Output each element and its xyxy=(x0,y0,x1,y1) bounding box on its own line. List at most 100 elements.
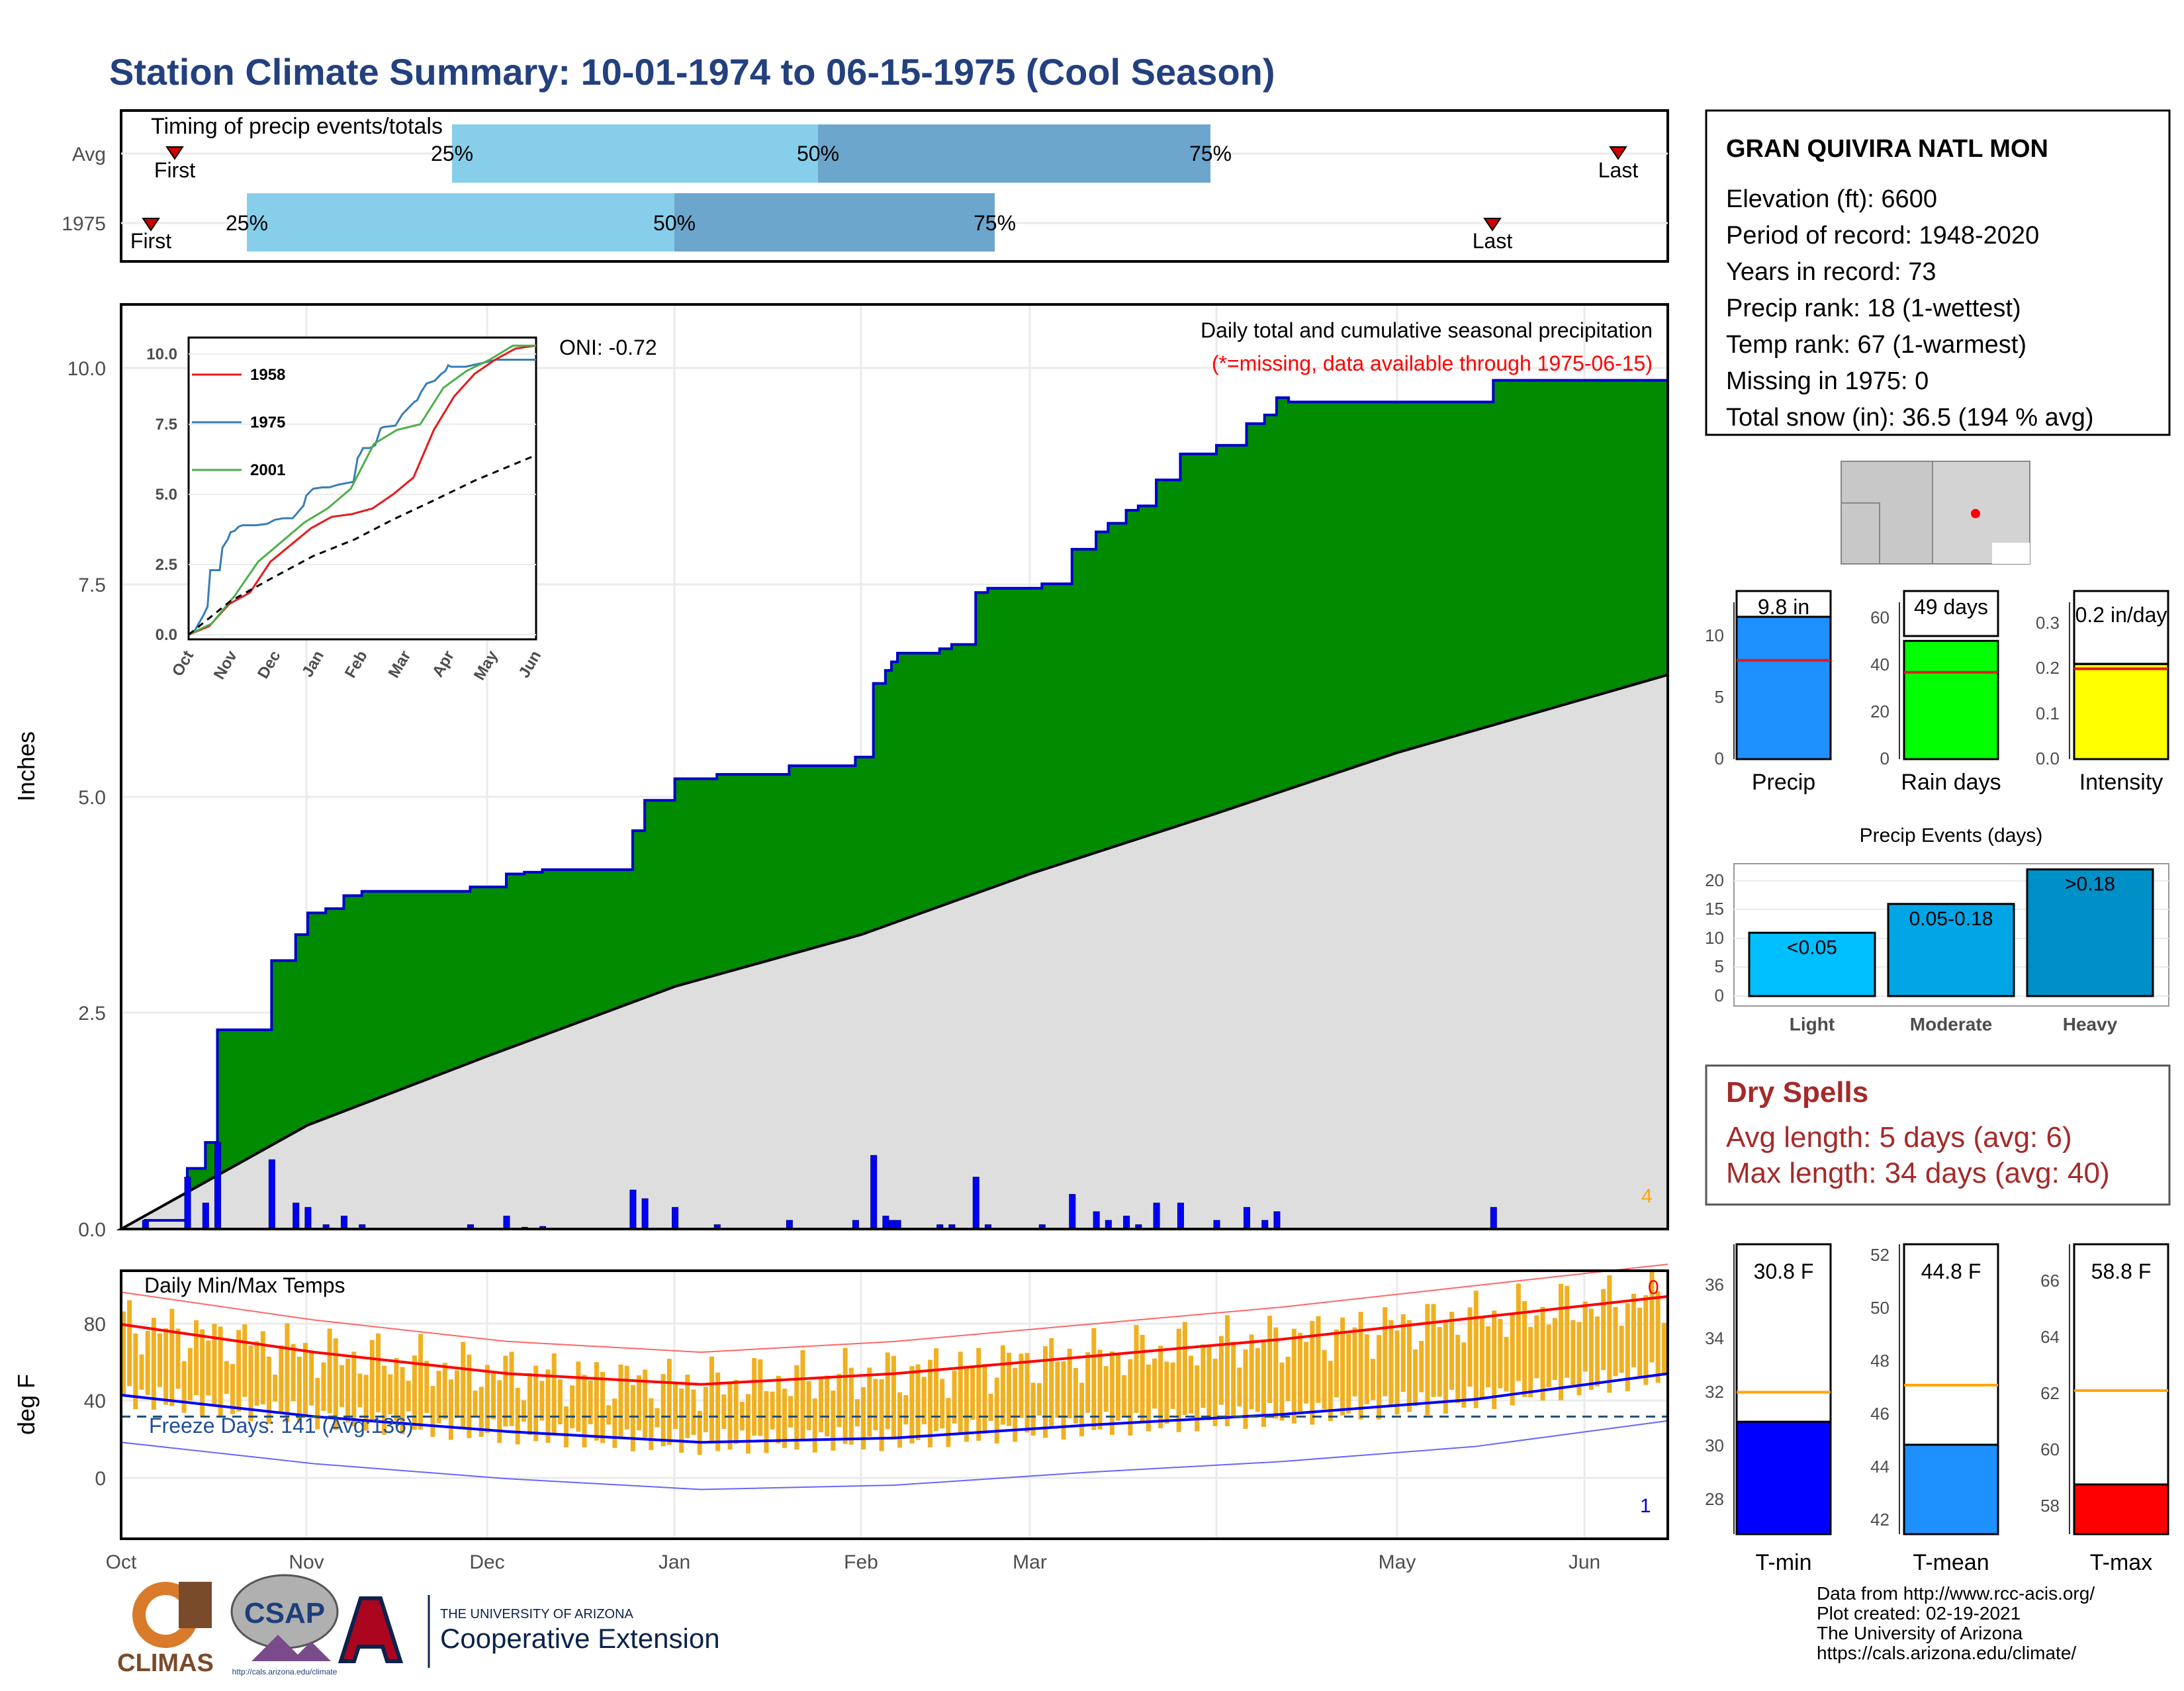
daily-temp-bar xyxy=(515,1387,520,1445)
daily-precip-bar xyxy=(882,1215,889,1230)
above-average-area xyxy=(121,380,1668,1230)
tbar-ytick: 46 xyxy=(1870,1404,1889,1424)
events-bar-label: <0.05 xyxy=(1787,937,1837,958)
daily-temp-bar xyxy=(879,1379,884,1451)
daily-temp-bar xyxy=(1049,1338,1054,1427)
daily-temp-bar xyxy=(1486,1326,1491,1388)
daily-temp-bar xyxy=(1218,1336,1224,1405)
daily-temp-bar xyxy=(831,1391,836,1451)
daily-temp-bar xyxy=(873,1379,878,1431)
inset-1958-line xyxy=(188,344,537,636)
daily-temp-bar xyxy=(1261,1342,1266,1428)
daily-temp-bar xyxy=(1473,1291,1479,1408)
station-info: GRAN QUIVIRA NATL MON Elevation (ft): 66… xyxy=(1705,109,2171,436)
daily-temp-bar xyxy=(375,1333,381,1412)
station-name: GRAN QUIVIRA NATL MON xyxy=(1726,135,2048,163)
events-xtick: Heavy xyxy=(2063,1014,2118,1034)
mini-ytick: 0 xyxy=(1880,749,1889,768)
daily-temp-bar xyxy=(1201,1344,1206,1408)
daily-temp-bar xyxy=(934,1348,939,1432)
daily-temp-bar xyxy=(1377,1335,1382,1420)
daily-temp-bar xyxy=(1310,1320,1315,1425)
daily-temp-bar xyxy=(1540,1306,1545,1401)
footer-credits: Data from http://www.rcc-acis.org/ Plot … xyxy=(1817,1583,2095,1663)
daily-temp-bar xyxy=(1346,1334,1351,1414)
mini-bar-label: Precip xyxy=(1752,770,1815,795)
yr-last-marker xyxy=(1483,218,1502,232)
daily-temp-bar xyxy=(1255,1348,1260,1412)
daily-temp-bar xyxy=(776,1375,781,1443)
temp-bar-tmin: 28 30 32 34 36 30.8 F T-min xyxy=(1705,1243,1832,1575)
daily-temp-bar xyxy=(1249,1334,1254,1410)
month-tick: Jun xyxy=(1569,1551,1600,1573)
precip-panel: 0.0 2.5 5.0 7.5 10.0 Inches Daily total … xyxy=(13,303,1669,1241)
tbar-ytick: 42 xyxy=(1870,1510,1889,1530)
csap-logo: CSAP http://cals.arizona.edu/climate xyxy=(230,1574,339,1676)
daily-precip-bar xyxy=(214,1142,221,1230)
daily-temp-bar xyxy=(885,1352,890,1430)
inset-ytick: 0.0 xyxy=(156,626,177,644)
daily-precip-bar xyxy=(641,1198,649,1230)
daily-temp-bar xyxy=(861,1387,866,1450)
daily-temp-bar xyxy=(133,1333,138,1410)
temp-ytick: 80 xyxy=(84,1314,106,1336)
daily-temp-bar xyxy=(442,1363,447,1420)
daily-temp-bar xyxy=(1613,1306,1618,1377)
events-ytick: 15 xyxy=(1705,899,1724,919)
yr-q25-label: 25% xyxy=(226,211,268,235)
daily-temp-bar xyxy=(733,1379,739,1444)
daily-temp-bar xyxy=(679,1388,684,1453)
daily-temp-bar xyxy=(224,1361,229,1394)
inset-xticks: Oct Nov Dec Jan Feb Mar Apr May Jun xyxy=(169,647,545,683)
yr-q75-label: 75% xyxy=(974,211,1016,235)
daily-temp-bar xyxy=(279,1346,284,1414)
daily-precip-bar xyxy=(629,1189,637,1230)
tbar-ytick: 62 xyxy=(2040,1383,2060,1403)
tbar-ytick: 64 xyxy=(2040,1327,2060,1347)
dry-spells-box: Dry Spells Avg length: 5 days (avg: 6) M… xyxy=(1705,1064,2171,1206)
tbar-ytick: 50 xyxy=(1870,1298,1889,1318)
daily-precip-bar xyxy=(1490,1207,1497,1230)
oni-label: ONI: -0.72 xyxy=(559,336,657,359)
csap-text: CSAP xyxy=(244,1597,325,1629)
daily-temp-bar xyxy=(1128,1359,1133,1436)
daily-precip-bar xyxy=(340,1215,347,1230)
daily-precip-bars xyxy=(142,1142,1497,1230)
precip-corner-count: 4 xyxy=(1641,1185,1653,1207)
daily-temp-bar xyxy=(649,1398,654,1450)
station-line: Temp rank: 67 (1-warmest) xyxy=(1726,331,2026,359)
record-min-line xyxy=(120,1420,1668,1490)
station-line: Period of record: 1948-2020 xyxy=(1726,222,2039,250)
daily-temp-bar xyxy=(800,1349,805,1440)
events-bar-label: >0.18 xyxy=(2065,874,2115,895)
daily-temp-bar xyxy=(321,1362,326,1411)
daily-temp-bar xyxy=(461,1342,466,1428)
precip-panel-title: Daily total and cumulative seasonal prec… xyxy=(1201,318,1653,342)
inset-1975-line xyxy=(188,358,536,636)
station-line: Years in record: 73 xyxy=(1726,258,1936,286)
daily-temp-bar xyxy=(909,1366,915,1444)
daily-temp-bar xyxy=(806,1381,811,1430)
daily-temp-bar xyxy=(1304,1342,1309,1404)
daily-temp-bar xyxy=(1134,1325,1139,1413)
daily-temp-bar xyxy=(139,1354,144,1390)
daily-temp-bar xyxy=(369,1340,375,1420)
footer-line: Data from http://www.rcc-acis.org/ xyxy=(1817,1583,2095,1604)
ua-logo: THE UNIVERSITY OF ARIZONA Cooperative Ex… xyxy=(338,1595,720,1668)
daily-temp-bar xyxy=(1019,1353,1024,1418)
yr-first-label: First xyxy=(130,229,171,253)
daily-temp-bar xyxy=(1431,1304,1436,1397)
daily-temp-bar xyxy=(903,1395,909,1425)
daily-temp-bar xyxy=(181,1361,187,1413)
daily-temp-bar xyxy=(163,1328,169,1405)
daily-temp-bar xyxy=(921,1377,927,1425)
daily-temp-bar xyxy=(539,1381,545,1421)
daily-temp-bar xyxy=(745,1394,751,1454)
daily-temp-bar xyxy=(509,1351,514,1426)
record-max-line xyxy=(120,1263,1668,1353)
daily-temp-bar xyxy=(382,1365,387,1435)
daily-temp-bar xyxy=(576,1361,581,1432)
inset-2001-line xyxy=(188,344,536,636)
daily-temp-bar xyxy=(1091,1328,1097,1430)
daily-temp-bar xyxy=(1588,1308,1594,1391)
